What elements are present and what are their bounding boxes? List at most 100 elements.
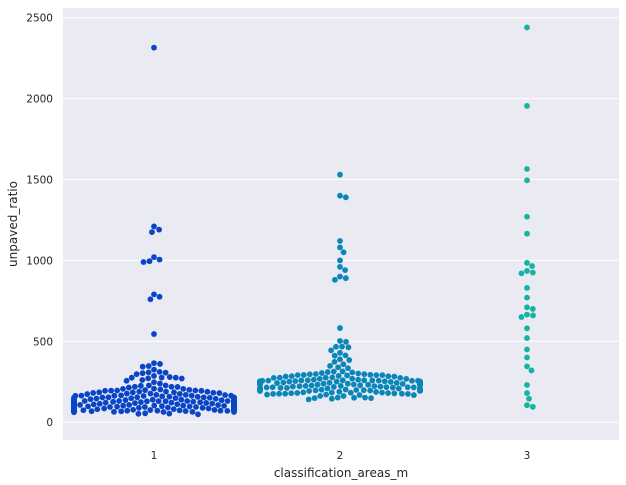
data-point [337,383,344,389]
data-point [151,291,157,298]
swarm-category-1 [71,44,237,418]
data-point [524,363,530,370]
data-point [336,388,343,395]
data-point [302,383,309,389]
y-tick-labels: 0 500 1000 1500 2000 2500 [26,13,53,429]
data-point [333,378,340,385]
data-point [217,407,224,414]
data-point [524,311,530,318]
data-point [149,396,156,403]
data-point [524,259,530,266]
data-point [142,410,149,417]
data-point [320,380,327,387]
data-point [294,372,301,379]
data-point [85,403,91,410]
x-tick-label: 1 [151,450,158,462]
y-tick-label: 1000 [26,255,53,267]
data-point [524,294,530,301]
data-point [410,392,417,398]
data-point [120,402,127,409]
data-point [282,373,289,380]
data-point [140,259,147,265]
data-point [151,373,157,379]
data-point [311,395,318,401]
data-point [350,381,357,388]
data-point [383,384,390,390]
data-point [289,383,296,390]
data-point [342,194,349,201]
data-point [200,394,207,401]
data-point [156,368,163,375]
data-point [331,352,338,359]
data-point [340,361,347,368]
data-point [159,403,165,410]
data-point [151,331,157,337]
data-point [136,404,142,411]
data-point [182,408,189,414]
data-point [344,372,350,379]
data-point [333,343,339,350]
data-point [133,371,140,378]
data-point [355,376,362,383]
data-point [387,379,394,385]
data-point [212,395,219,402]
data-point [87,396,94,403]
data-point [192,387,199,394]
data-point [111,408,117,415]
data-point [373,372,380,379]
data-point [139,370,146,377]
data-point [361,377,368,384]
data-point [94,406,101,413]
data-point [211,407,218,413]
data-point [524,213,530,220]
data-point [405,390,411,397]
data-point [294,390,301,396]
data-point [231,409,237,415]
y-tick-label: 2500 [26,13,53,25]
data-point [399,380,406,387]
data-point [524,304,530,311]
data-point [168,383,175,390]
data-point [147,390,154,397]
data-point [277,385,284,391]
data-point [344,380,351,387]
data-point [304,377,311,384]
data-point [528,367,535,374]
data-point [385,373,392,380]
data-point [142,387,149,394]
data-point [184,398,191,404]
data-point [417,387,423,394]
data-point [330,368,337,375]
data-point [340,393,347,399]
data-point [178,375,185,382]
data-point [368,395,374,401]
data-point [146,382,152,389]
data-point [180,385,187,392]
data-point [381,378,388,385]
data-point [128,395,135,402]
data-point [379,372,386,379]
data-point [276,390,283,397]
data-point [317,393,324,399]
data-point [221,402,227,409]
data-point [128,374,135,381]
data-point [288,373,295,379]
data-point [337,356,343,363]
data-point [168,399,175,406]
data-point [524,177,530,184]
data-point [391,373,398,380]
data-point [141,404,148,410]
swarm-category-3 [518,24,536,410]
data-point [398,390,405,397]
data-point [324,369,331,375]
data-point [114,387,121,394]
data-point [323,391,329,398]
data-point [529,269,536,276]
data-point [345,365,351,372]
data-point [328,395,335,402]
data-point [136,388,143,395]
data-point [337,273,343,280]
data-point [360,387,367,394]
data-point [114,403,120,410]
data-point [337,263,343,270]
